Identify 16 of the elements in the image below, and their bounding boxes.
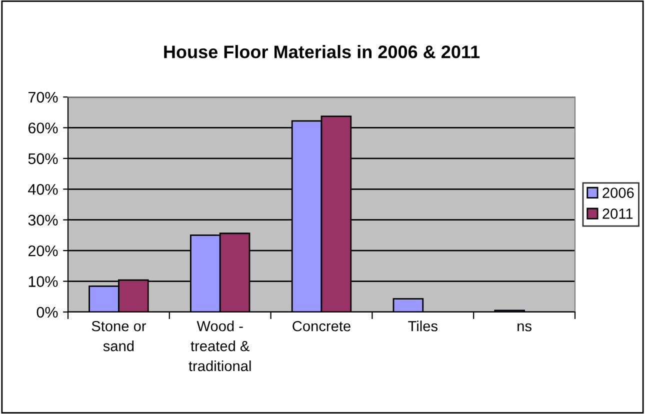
legend-label: 2011 — [602, 208, 633, 219]
y-tick-label: 70% — [28, 92, 58, 103]
x-tick-label: Wood - treated & traditional — [188, 320, 251, 372]
x-tick-label: Tiles — [408, 320, 438, 332]
y-tick-label: 40% — [28, 184, 58, 195]
y-tick-label: 60% — [28, 122, 58, 134]
y-tick-label: 30% — [28, 214, 58, 226]
y-tick-label: 20% — [28, 245, 58, 256]
y-tick-label: 50% — [28, 153, 58, 164]
x-tick-label: Concrete — [292, 320, 350, 332]
y-tick-label: 0% — [36, 306, 58, 318]
x-tick-label: ns — [518, 323, 532, 332]
legend-label: 2006 — [602, 188, 634, 198]
chart-title: House Floor Materials in 2006 & 2011 — [164, 45, 480, 58]
x-tick-label: Stone or sand — [92, 320, 146, 352]
y-tick-label: 10% — [28, 276, 58, 287]
